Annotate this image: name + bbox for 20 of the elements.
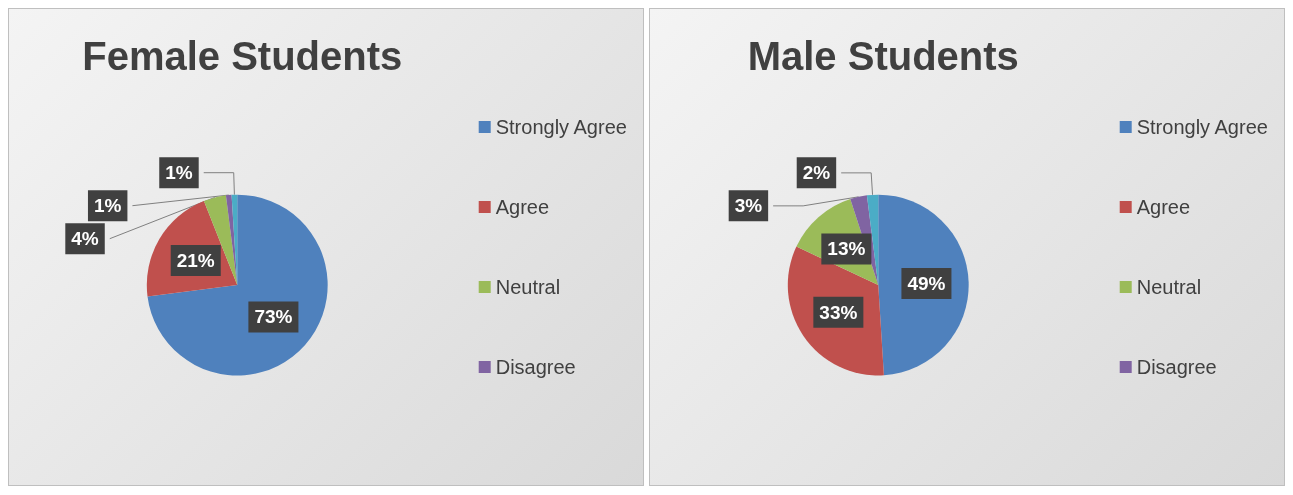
legend-label: Agree <box>1136 196 1191 218</box>
data-label: 4% <box>71 228 99 250</box>
data-label: 1% <box>93 195 122 217</box>
data-label: 21% <box>176 250 215 272</box>
legend-label: Disagree <box>1136 356 1217 378</box>
chart-title: Female Students <box>82 34 403 78</box>
legend-label: Agree <box>495 196 550 218</box>
legend-label: Strongly Agree <box>1136 116 1268 138</box>
legend-label: Neutral <box>495 276 561 298</box>
legend-label: Strongly Agree <box>495 116 627 138</box>
legend-label: Neutral <box>1136 276 1202 298</box>
data-label: 1% <box>165 162 193 184</box>
data-label: 13% <box>827 238 866 260</box>
legend-label: Disagree <box>495 356 576 378</box>
data-label: 73% <box>254 306 293 328</box>
data-label: 3% <box>734 195 763 217</box>
data-label: 2% <box>802 162 831 184</box>
data-label: 33% <box>819 301 858 323</box>
data-label: 49% <box>907 273 946 295</box>
chart-title: Male Students <box>747 34 1019 78</box>
